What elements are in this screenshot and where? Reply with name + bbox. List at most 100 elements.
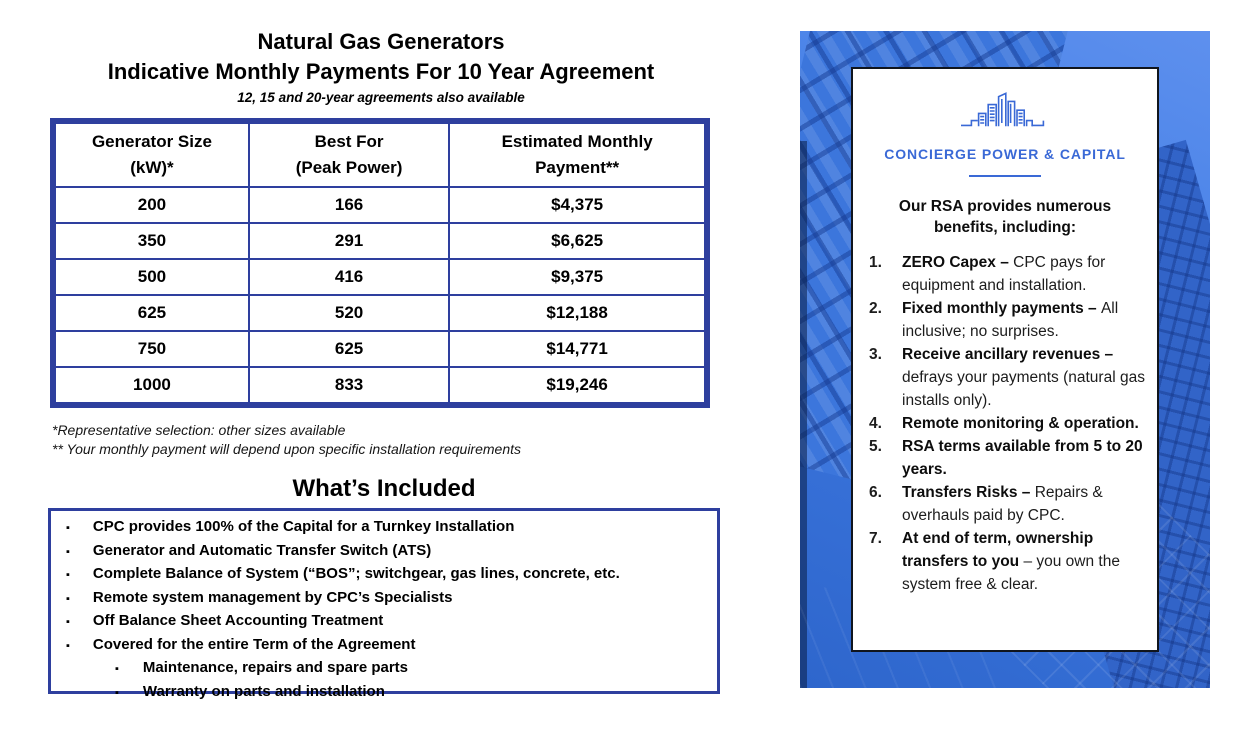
table-row: 200 166 $4,375	[56, 188, 704, 222]
list-item-text: CPC provides 100% of the Capital for a T…	[92, 518, 515, 535]
benefit-text: ZERO Capex – CPC pays for equipment and …	[902, 251, 1147, 297]
table-cell: 833	[249, 368, 449, 402]
table-cell: 750	[56, 332, 248, 366]
benefit-bold-text: At end of term, ownership transfers to y…	[902, 530, 1094, 570]
table-row: 750 625 $14,771	[56, 332, 704, 366]
list-item-text: Warranty on parts and installation	[142, 682, 385, 700]
benefit-text: Remote monitoring & operation.	[902, 412, 1147, 435]
benefit-number: 2.	[869, 300, 882, 317]
square-bullet-icon: ▪	[66, 545, 70, 558]
header-line2: (kW)*	[130, 158, 174, 177]
page-subtitle: 12, 15 and 20-year agreements also avail…	[237, 90, 525, 105]
square-bullet-icon: ▪	[66, 616, 70, 628]
table-row: 625 520 $12,188	[56, 296, 704, 330]
benefits-intro: Our RSA provides numerous benefits, incl…	[898, 198, 1112, 236]
benefit-item: 2. Fixed monthly payments – All inclusive…	[853, 297, 1147, 343]
benefit-number: 7.	[869, 530, 882, 547]
side-panel: CONCIERGE POWER & CAPITAL Our RSA provid…	[800, 31, 1210, 688]
square-bullet-icon: ▪	[66, 569, 70, 581]
page-title-line2: Indicative Monthly Payments For 10 Year …	[107, 59, 655, 84]
pricing-table: Generator Size (kW)* Best For (Peak Power) E…	[50, 118, 710, 408]
benefit-bold-text: ZERO Capex –	[902, 254, 1014, 271]
list-item: ▪ Remote system management by CPC’s Speci…	[51, 587, 717, 611]
brand-divider	[969, 175, 1041, 177]
pricing-table-header: Generator Size (kW)* Best For (Peak Power) E…	[56, 124, 704, 186]
table-row: 350 291 $6,625	[56, 224, 704, 258]
benefit-item: 5. RSA terms available from 5 to 20 years…	[853, 435, 1147, 481]
benefit-item: 3. Receive ancillary revenues – defrays y…	[853, 343, 1147, 412]
table-cell: $4,375	[450, 188, 704, 222]
benefit-number: 1.	[869, 254, 882, 271]
benefit-item: 4. Remote monitoring & operation.	[853, 412, 1147, 435]
city-skyline-icon	[853, 85, 1157, 142]
list-item-text: Remote system management by CPC’s Specia…	[92, 588, 453, 606]
square-bullet-icon: ▪	[115, 663, 119, 675]
square-bullet-icon: ▪	[66, 522, 70, 534]
benefit-bold-text: RSA terms available from 5 to 20 years.	[902, 438, 1143, 478]
footnote-sizes: *Representative selection: other sizes a…	[52, 422, 346, 438]
table-row: 500 416 $9,375	[56, 260, 704, 294]
table-header-cell: Best For (Peak Power)	[249, 124, 449, 186]
benefit-rest-text: defrays your payments (natural gas insta…	[902, 369, 1145, 409]
list-item-text: Covered for the entire Term of the Agree…	[92, 635, 416, 653]
table-cell: $14,771	[450, 332, 704, 366]
page-title-line1: Natural Gas Generators	[257, 29, 505, 54]
benefits-card: CONCIERGE POWER & CAPITAL Our RSA provid…	[851, 67, 1159, 652]
benefit-text: At end of term, ownership transfers to y…	[902, 527, 1147, 596]
list-item-text: Complete Balance of System (“BOS”; switc…	[92, 565, 620, 582]
table-cell: $12,188	[450, 296, 704, 330]
flyer-header: Natural Gas Generators Indicative Monthl…	[0, 27, 762, 105]
table-cell: $6,625	[450, 224, 704, 258]
benefit-number: 5.	[869, 438, 882, 455]
benefit-item: 6. Transfers Risks – Repairs & overhauls …	[853, 481, 1147, 527]
table-cell: 500	[56, 260, 248, 294]
benefit-number: 4.	[869, 415, 882, 432]
benefit-item: 7. At end of term, ownership transfers to…	[853, 527, 1147, 596]
table-header-cell: Generator Size (kW)*	[56, 124, 248, 186]
brand-name: CONCIERGE POWER & CAPITAL	[884, 146, 1126, 162]
list-item: ▪ Generator and Automatic Transfer Switch…	[51, 540, 717, 564]
benefit-rest-text: All inclusive; no surprises.	[902, 300, 1119, 340]
header-line1: Generator Size	[91, 132, 212, 151]
benefit-bold-text: Remote monitoring & operation.	[902, 415, 1139, 432]
list-item: ▪ Covered for the entire Term of the Agre…	[51, 634, 717, 658]
table-cell: 625	[56, 296, 248, 330]
header-line1: Estimated Monthly	[501, 132, 653, 151]
whats-included-heading: What’s Included	[292, 475, 476, 502]
list-item: ▪ Maintenance, repairs and spare parts	[51, 657, 717, 681]
header-line1: Best For	[314, 132, 384, 151]
list-item: ▪ Complete Balance of System (“BOS”; swit…	[51, 563, 717, 587]
list-item-text: Generator and Automatic Transfer Switch …	[92, 541, 432, 559]
table-header-cell: Estimated Monthly Payment**	[450, 124, 704, 186]
table-cell: 520	[249, 296, 449, 330]
table-cell: $9,375	[450, 260, 704, 294]
list-item-text: Maintenance, repairs and spare parts	[142, 659, 409, 676]
benefit-bold-text: Fixed monthly payments –	[902, 300, 1101, 317]
benefit-rest-text: Repairs & overhauls paid by CPC.	[902, 484, 1103, 524]
benefit-text: Fixed monthly payments – All inclusive; …	[902, 297, 1147, 343]
benefit-number: 6.	[869, 484, 882, 501]
header-line2: (Peak Power)	[295, 158, 403, 177]
benefit-number: 3.	[869, 346, 882, 363]
benefit-item: 1. ZERO Capex – CPC pays for equipment an…	[853, 251, 1147, 297]
table-row: 1000 833 $19,246	[56, 368, 704, 402]
list-item: ▪ Off Balance Sheet Accounting Treatment	[51, 610, 717, 634]
whats-included-box: ▪ CPC provides 100% of the Capital for a …	[48, 508, 720, 700]
square-bullet-icon: ▪	[66, 592, 70, 605]
benefit-text: Receive ancillary revenues – defrays you…	[902, 343, 1147, 412]
table-cell: 625	[249, 332, 449, 366]
table-cell: 200	[56, 188, 248, 222]
benefit-bold-text: Receive ancillary revenues –	[902, 346, 1114, 363]
benefit-text: Transfers Risks – Repairs & overhauls pa…	[902, 481, 1147, 527]
benefit-rest-text: CPC pays for equipment and installation.	[902, 254, 1106, 294]
list-item: ▪ CPC provides 100% of the Capital for a …	[51, 516, 717, 540]
table-footnotes: *Representative selection: other sizes a…	[52, 421, 521, 459]
table-cell: $19,246	[450, 368, 704, 402]
benefit-text: RSA terms available from 5 to 20 years.	[902, 435, 1147, 481]
table-cell: 166	[249, 188, 449, 222]
square-bullet-icon: ▪	[66, 639, 70, 652]
table-cell: 416	[249, 260, 449, 294]
table-cell: 291	[249, 224, 449, 258]
benefit-rest-text: – you own the system free & clear.	[902, 553, 1120, 593]
benefit-bold-text: Transfers Risks –	[902, 484, 1035, 501]
